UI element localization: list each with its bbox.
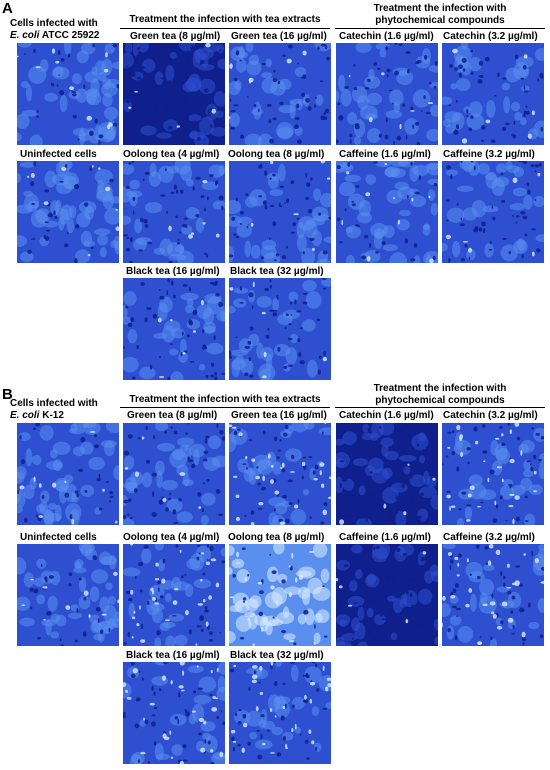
panel-a-micrograph-green16 [229, 43, 331, 145]
panel-a-infected-label-species: E. coli [10, 30, 40, 41]
panel-a-label-oolong4: Oolong tea (4 µg/ml) [123, 149, 220, 160]
panel-a-label-black32: Black tea (32 µg/ml) [230, 266, 324, 277]
panel-a-label-caffeine32: Caffeine (3.2 µg/ml) [443, 149, 535, 160]
panel-b-label-oolong4: Oolong tea (4 µg/ml) [123, 532, 220, 543]
panel-b-micrograph-caffeine32 [442, 544, 544, 646]
panel-a-letter: A [2, 0, 13, 17]
panel-b-micrograph-oolong8 [229, 544, 331, 646]
panel-a-micrograph-oolong8 [229, 161, 331, 263]
panel-a-micrograph-caffeine16 [336, 161, 438, 263]
panel-b-label-catechin16: Catechin (1.6 µg/ml) [339, 410, 434, 421]
panel-b-infected-label-strain: K-12 [42, 410, 64, 421]
panel-b-label-green8: Green tea (8 µg/ml) [127, 410, 218, 421]
panel-a-tea-header-rule [120, 28, 330, 29]
panel-b-label-oolong8: Oolong tea (8 µg/ml) [228, 532, 325, 543]
panel-a-micrograph-black32 [229, 278, 331, 380]
panel-b-letter: B [2, 386, 13, 403]
panel-a-infected-label: Cells infected with E. coli ATCC 25922 [10, 18, 116, 42]
panel-a-micrograph-catechin16 [336, 43, 438, 145]
panel-a-label-uninfected: Uninfected cells [20, 149, 97, 160]
panel-b-tea-header: Treatment the infection with tea extract… [129, 394, 321, 405]
panel-b-phyto-header: Treatment the infection with phytochemic… [335, 383, 545, 407]
panel-b-micrograph-green16 [229, 423, 331, 525]
panel-b-micrograph-black32 [229, 662, 331, 764]
panel-b-tea-header-rule [120, 407, 330, 408]
panel-b-micrograph-caffeine16 [336, 544, 438, 646]
panel-a-tea-header: Treatment the infection with tea extract… [129, 14, 321, 25]
panel-a-phyto-header: Treatment the infection with phytochemic… [335, 3, 545, 27]
panel-a-micrograph-caffeine32 [442, 161, 544, 263]
panel-b-label-black16: Black tea (16 µg/ml) [126, 650, 220, 661]
panel-a-infected-label-strain: ATCC 25922 [41, 30, 100, 41]
panel-b-infected-label-line1: Cells infected with [10, 398, 98, 409]
panel-a-micrograph-black16 [123, 278, 225, 380]
panel-b-label-caffeine32: Caffeine (3.2 µg/ml) [443, 532, 535, 543]
panel-b-micrograph-catechin16 [336, 423, 438, 525]
panel-a-label-oolong8: Oolong tea (8 µg/ml) [228, 149, 325, 160]
panel-a-phyto-header-line2: phytochemical compounds [375, 15, 505, 26]
panel-a-micrograph-infected [17, 43, 119, 145]
panel-b-label-caffeine16: Caffeine (1.6 µg/ml) [339, 532, 431, 543]
panel-b-micrograph-oolong4 [123, 544, 225, 646]
panel-b-phyto-header-rule [335, 407, 545, 408]
panel-a-micrograph-uninfected [17, 161, 119, 263]
panel-a-phyto-header-rule [335, 28, 545, 29]
panel-b-infected-label: Cells infected with E. coli K-12 [10, 398, 116, 422]
panel-b-micrograph-green8 [123, 423, 225, 525]
panel-b-label-uninfected: Uninfected cells [20, 532, 97, 543]
panel-a-label-catechin16: Catechin (1.6 µg/ml) [339, 31, 434, 42]
panel-a-infected-label-line1: Cells infected with [10, 18, 98, 29]
panel-a-label-green16: Green tea (16 µg/ml) [231, 31, 327, 42]
panel-a-label-green8: Green tea (8 µg/ml) [130, 31, 221, 42]
panel-b-label-green16: Green tea (16 µg/ml) [231, 410, 327, 421]
panel-a-label-catechin32: Catechin (3.2 µg/ml) [443, 31, 538, 42]
panel-b-phyto-header-line2: phytochemical compounds [375, 395, 505, 406]
panel-a-micrograph-green8 [123, 43, 225, 145]
panel-b-micrograph-uninfected [17, 544, 119, 646]
panel-b-label-black32: Black tea (32 µg/ml) [230, 650, 324, 661]
panel-a-micrograph-catechin32 [442, 43, 544, 145]
panel-a-label-black16: Black tea (16 µg/ml) [126, 266, 220, 277]
panel-a-micrograph-oolong4 [123, 161, 225, 263]
panel-b-micrograph-black16 [123, 662, 225, 764]
panel-b-phyto-header-line1: Treatment the infection with [373, 383, 507, 394]
panel-a-label-caffeine16: Caffeine (1.6 µg/ml) [339, 149, 431, 160]
panel-b-infected-label-species: E. coli [10, 410, 40, 421]
panel-b-micrograph-infected [17, 423, 119, 525]
panel-b-label-catechin32: Catechin (3.2 µg/ml) [443, 410, 538, 421]
panel-b-micrograph-catechin32 [442, 423, 544, 525]
panel-a-phyto-header-line1: Treatment the infection with [373, 3, 507, 14]
